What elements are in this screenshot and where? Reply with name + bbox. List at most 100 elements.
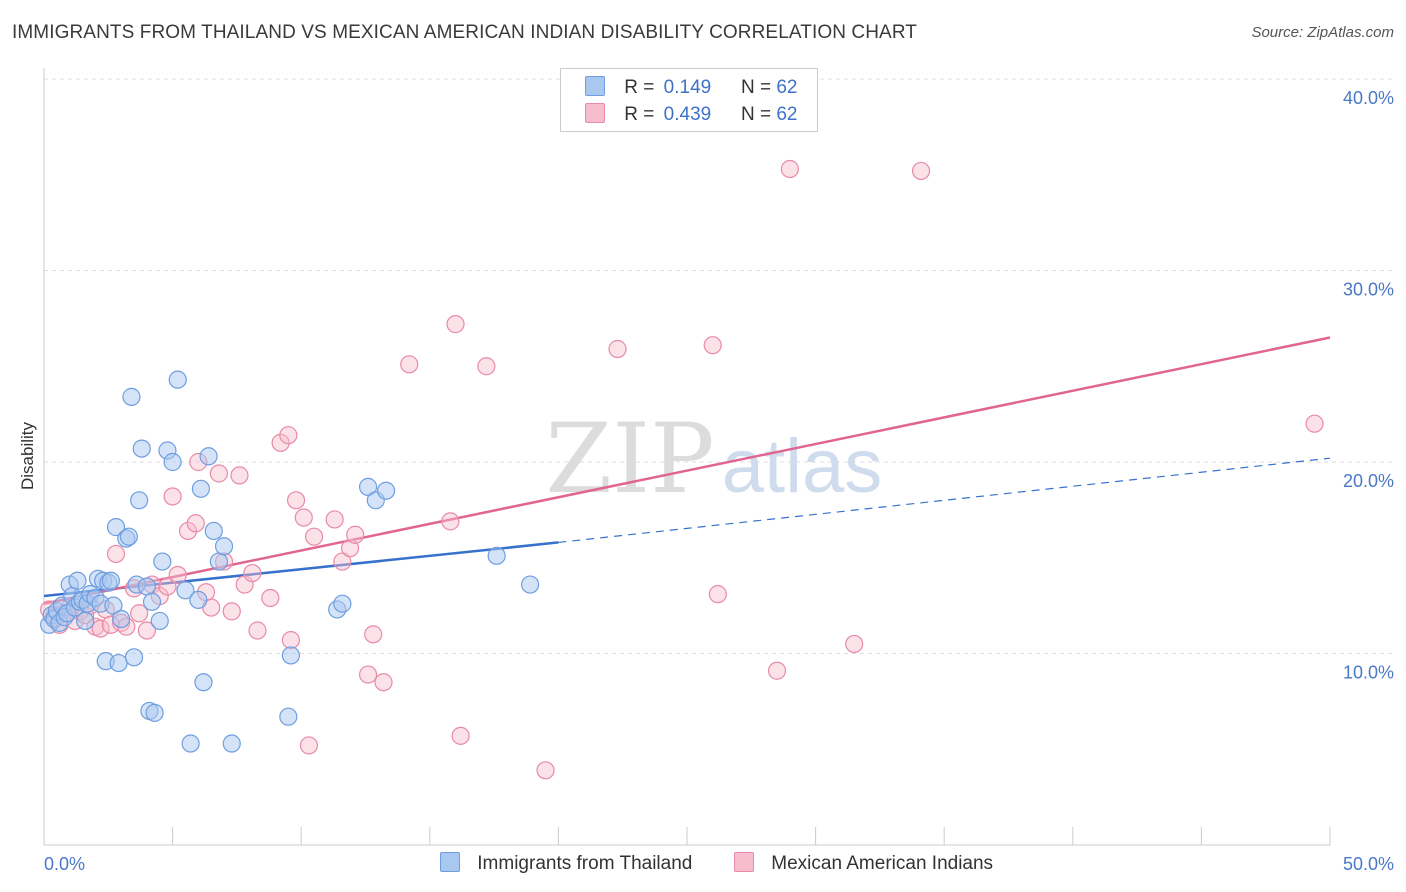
data-point-mexican-american-indians <box>209 464 228 483</box>
data-point-mexican-american-indians <box>325 510 344 529</box>
data-point-thailand <box>122 387 141 406</box>
legend-n-label: N = <box>740 104 772 125</box>
data-point-mexican-american-indians <box>168 565 187 585</box>
data-point-mexican-american-indians <box>451 726 470 745</box>
bottom-legend-mexican-american-indians: Mexican American Indians <box>734 852 993 875</box>
data-point-mexican-american-indians <box>845 634 864 654</box>
chart-title: IMMIGRANTS FROM THAILAND VS MEXICAN AMER… <box>12 22 917 43</box>
data-point-thailand <box>132 439 151 458</box>
data-point-thailand <box>194 673 213 692</box>
y-tick-label: 40.0% <box>1343 88 1394 108</box>
data-point-thailand <box>199 447 218 466</box>
correlation-legend: R = 0.149 N = 62 R = 0.439 N = 62 <box>560 68 818 132</box>
data-point-thailand <box>104 596 123 615</box>
data-point-thailand <box>153 552 172 571</box>
data-point-thailand <box>76 611 95 631</box>
data-point-mexican-american-indians <box>346 525 365 544</box>
data-point-thailand <box>109 653 128 673</box>
legend-n-value: 62 <box>776 77 798 98</box>
data-point-thailand <box>376 481 396 500</box>
watermark-atlas: atlas <box>722 424 883 509</box>
data-point-mexican-american-indians <box>286 491 306 510</box>
bottom-legend-label: Mexican American Indians <box>771 853 994 874</box>
data-point-mexican-american-indians <box>271 433 290 452</box>
data-point-mexican-american-indians <box>1305 414 1324 433</box>
data-point-mexican-american-indians <box>911 161 931 181</box>
data-point-mexican-american-indians <box>358 665 378 684</box>
data-point-mexican-american-indians <box>333 552 352 571</box>
data-point-mexican-american-indians <box>703 336 722 355</box>
data-point-mexican-american-indians <box>304 527 324 546</box>
data-point-mexican-american-indians <box>294 508 313 527</box>
data-point-thailand <box>112 609 131 629</box>
bottom-legend-label: Immigrants from Thailand <box>477 853 693 874</box>
data-point-thailand <box>209 552 228 571</box>
bottom-legend-thailand: Immigrants from Thailand <box>440 852 692 875</box>
data-point-mexican-american-indians <box>477 357 496 376</box>
data-point-thailand <box>214 537 234 556</box>
data-point-thailand <box>333 594 352 613</box>
data-point-thailand <box>142 592 162 611</box>
tick-labels: 10.0% 20.0% 30.0% 40.0% 0.0% 50.0% <box>44 88 1394 874</box>
legend-swatch-blue <box>585 76 605 96</box>
data-point-mexican-american-indians <box>106 544 126 564</box>
data-point-thailand <box>204 521 223 541</box>
data-point-mexican-american-indians <box>222 602 241 621</box>
data-point-mexican-american-indians <box>281 630 301 650</box>
data-point-mexican-american-indians <box>340 539 360 558</box>
data-point-mexican-american-indians <box>364 625 383 644</box>
data-point-thailand <box>189 590 208 609</box>
data-point-thailand <box>279 707 298 726</box>
data-point-mexican-american-indians <box>536 761 555 780</box>
source-label: Source: ZipAtlas.com <box>1251 24 1394 41</box>
legend-r-value: 0.149 <box>663 77 712 98</box>
legend-n-value: 62 <box>776 104 798 125</box>
y-tick-label: 10.0% <box>1343 663 1394 683</box>
legend-row-mexican-american-indians: R = 0.439 N = 62 <box>585 103 797 126</box>
data-point-mexican-american-indians <box>400 355 419 374</box>
bottom-legend-swatch-blue <box>440 852 460 872</box>
data-point-thailand <box>68 571 87 590</box>
data-point-thailand <box>150 611 169 631</box>
data-point-mexican-american-indians <box>230 466 249 485</box>
legend-n-label: N = <box>740 77 772 98</box>
data-point-thailand <box>281 646 301 665</box>
data-point-mexican-american-indians <box>299 736 319 755</box>
data-point-mexican-american-indians <box>178 521 198 541</box>
data-point-thailand <box>106 518 126 537</box>
legend-r-value: 0.439 <box>663 104 712 125</box>
data-point-thailand <box>358 477 378 496</box>
data-point-thailand <box>137 577 156 596</box>
data-point-thailand <box>191 479 210 498</box>
data-point-mexican-american-indians <box>780 159 799 179</box>
axes <box>43 68 1331 846</box>
data-point-thailand <box>222 734 241 753</box>
data-point-mexican-american-indians <box>261 588 280 608</box>
data-point-mexican-american-indians <box>163 487 182 506</box>
x-tick-label: 50.0% <box>1343 854 1394 874</box>
data-point-mexican-american-indians <box>137 621 156 640</box>
data-point-mexican-american-indians <box>186 514 205 533</box>
y-tick-label: 20.0% <box>1343 471 1394 491</box>
data-point-thailand <box>168 370 187 389</box>
legend-row-thailand: R = 0.149 N = 62 <box>585 76 797 99</box>
legend-r-label: R = <box>624 77 655 98</box>
watermark-zip: ZIP <box>545 403 714 515</box>
trend-line-mexican-american-indians <box>43 336 1331 605</box>
data-point-mexican-american-indians <box>279 426 298 445</box>
points-thailand <box>40 370 540 753</box>
data-point-thailand <box>101 571 120 590</box>
data-point-thailand <box>181 734 200 753</box>
watermark: ZIP atlas <box>545 403 882 515</box>
points-mexican-american-indians <box>40 159 1324 780</box>
data-point-thailand <box>124 648 144 667</box>
data-point-mexican-american-indians <box>374 673 393 692</box>
bottom-legend-swatch-pink <box>734 852 754 872</box>
data-point-mexican-american-indians <box>248 621 267 640</box>
data-point-mexican-american-indians <box>441 512 460 531</box>
data-point-mexican-american-indians <box>243 563 262 583</box>
data-point-mexican-american-indians <box>158 577 177 596</box>
trend-lines-mexican-american-indians <box>43 336 1331 605</box>
data-point-mexican-american-indians <box>608 339 627 359</box>
